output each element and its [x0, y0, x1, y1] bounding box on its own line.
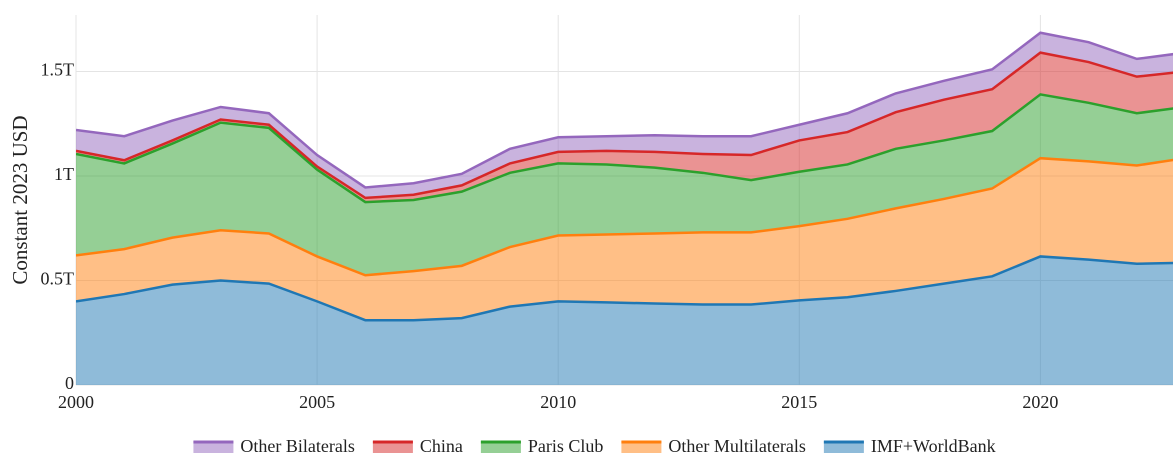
legend-swatch — [372, 441, 413, 453]
legend-item: China — [372, 436, 463, 456]
x-tick-label: 2000 — [58, 392, 94, 412]
legend-item: Paris Club — [480, 436, 604, 456]
y-tick-label: 1.5T — [41, 60, 75, 80]
legend-label: Paris Club — [528, 436, 604, 456]
legend-swatch — [480, 441, 521, 453]
legend-label: Other Multilaterals — [668, 436, 805, 456]
x-tick-label: 2020 — [1022, 392, 1058, 412]
legend-item: IMF+WorldBank — [823, 436, 996, 456]
line — [76, 51, 1173, 200]
legend-item: Other Multilaterals — [621, 436, 806, 456]
y-axis-label: Constant 2023 USD — [8, 115, 32, 284]
y-tick-label: 1T — [54, 164, 74, 184]
legend-label: Other Bilaterals — [240, 436, 354, 456]
line — [76, 93, 1173, 204]
area — [76, 94, 1173, 276]
legend-swatch — [621, 441, 662, 453]
legend-label: IMF+WorldBank — [871, 436, 996, 456]
line — [76, 156, 1173, 277]
legend-swatch — [193, 441, 234, 453]
area — [76, 32, 1173, 198]
plot — [76, 31, 1173, 385]
x-tick-label: 2015 — [781, 392, 817, 412]
line — [76, 255, 1173, 322]
y-tick-label: 0 — [65, 373, 74, 393]
legend: Other Bilaterals China Paris Club Other Mul… — [193, 436, 996, 456]
legend-item: Other Bilaterals — [193, 436, 355, 456]
line — [76, 31, 1173, 189]
legend-swatch — [823, 441, 864, 453]
y-tick-label: 0.5T — [41, 269, 75, 289]
x-tick-label: 2005 — [299, 392, 335, 412]
legend-label: China — [420, 436, 463, 456]
area — [76, 256, 1173, 385]
axes: 0 0.5T 1T 1.5T 2000 2005 2010 2015 2020 — [41, 60, 1059, 413]
x-tick-label: 2010 — [540, 392, 576, 412]
area — [76, 158, 1173, 321]
area — [76, 52, 1173, 203]
